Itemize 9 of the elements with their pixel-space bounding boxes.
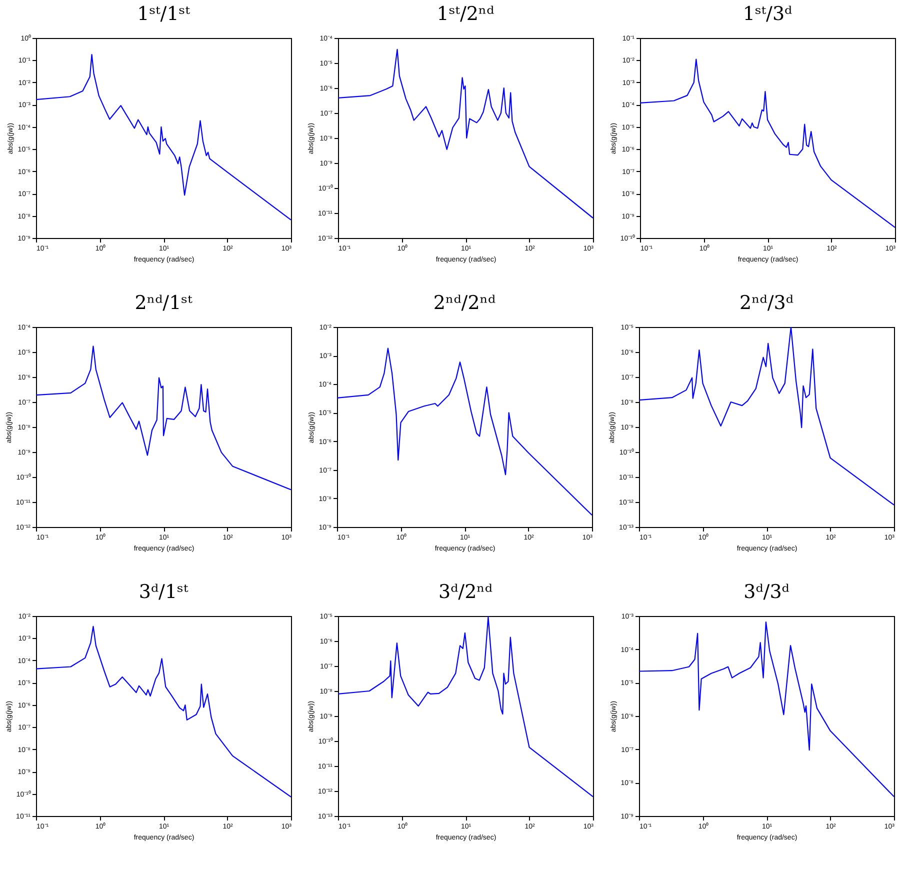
- chart-title: 1ˢᵗ/2ⁿᵈ: [436, 3, 495, 25]
- chart-title: 1ˢᵗ/3ᵈ: [742, 3, 793, 25]
- chart-title: 1ˢᵗ/1ˢᵗ: [137, 3, 190, 25]
- chart-title: 2ⁿᵈ/3ᵈ: [740, 292, 794, 314]
- chart-title: 2ⁿᵈ/1ˢᵗ: [134, 292, 193, 314]
- chart-title: 3ᵈ/2ⁿᵈ: [438, 581, 493, 603]
- chart-title: 3ᵈ/1ˢᵗ: [138, 581, 188, 603]
- chart-title: 2ⁿᵈ/2ⁿᵈ: [433, 292, 496, 314]
- chart-title: 3ᵈ/3ᵈ: [744, 581, 790, 603]
